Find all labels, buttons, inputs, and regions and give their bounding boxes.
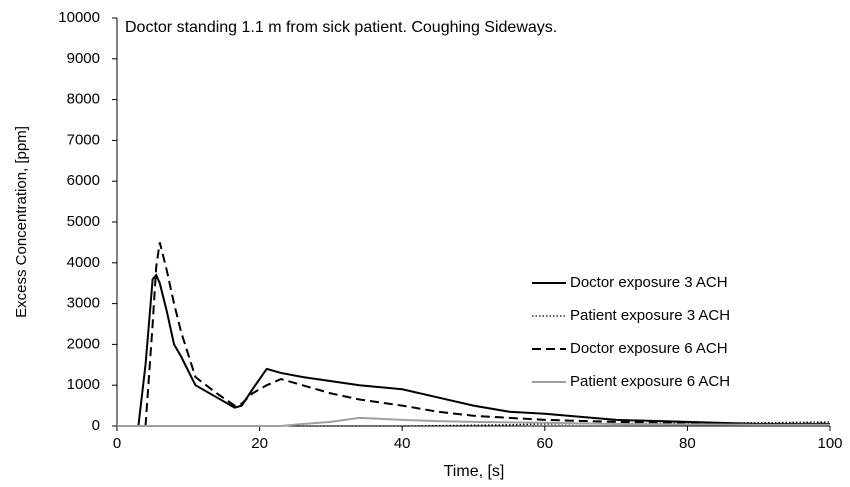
x-tick-label: 100 — [817, 435, 842, 452]
series-line — [144, 242, 831, 427]
x-tick-label: 0 — [113, 435, 121, 452]
legend-label: Doctor exposure 3 ACH — [570, 274, 728, 291]
series-line — [137, 273, 830, 427]
y-axis-label: Excess Concentration, [ppm] — [13, 126, 30, 318]
legend-label: Patient exposure 6 ACH — [570, 373, 730, 390]
series-line — [117, 421, 831, 427]
y-tick-label: 1000 — [67, 376, 100, 393]
x-axis-label: Time, [s] — [444, 463, 505, 480]
y-tick-label: 7000 — [67, 131, 100, 148]
x-tick-label: 20 — [251, 435, 268, 452]
x-tick-label: 80 — [679, 435, 696, 452]
x-tick-label: 60 — [536, 435, 553, 452]
x-tick-label: 40 — [394, 435, 411, 452]
y-tick-label: 4000 — [67, 254, 100, 271]
y-tick-label: 5000 — [67, 213, 100, 230]
legend-label: Doctor exposure 6 ACH — [570, 340, 728, 357]
y-tick-label: 6000 — [67, 172, 100, 189]
y-tick-label: 3000 — [67, 295, 100, 312]
y-tick-label: 2000 — [67, 335, 100, 352]
series-line — [117, 416, 830, 427]
legend-label: Patient exposure 3 ACH — [570, 307, 730, 324]
y-tick-label: 8000 — [67, 91, 100, 108]
y-tick-label: 9000 — [67, 50, 100, 67]
chart-title: Doctor standing 1.1 m from sick patient.… — [125, 19, 557, 36]
y-tick-label: 0 — [92, 417, 100, 434]
y-tick-label: 10000 — [58, 9, 100, 26]
